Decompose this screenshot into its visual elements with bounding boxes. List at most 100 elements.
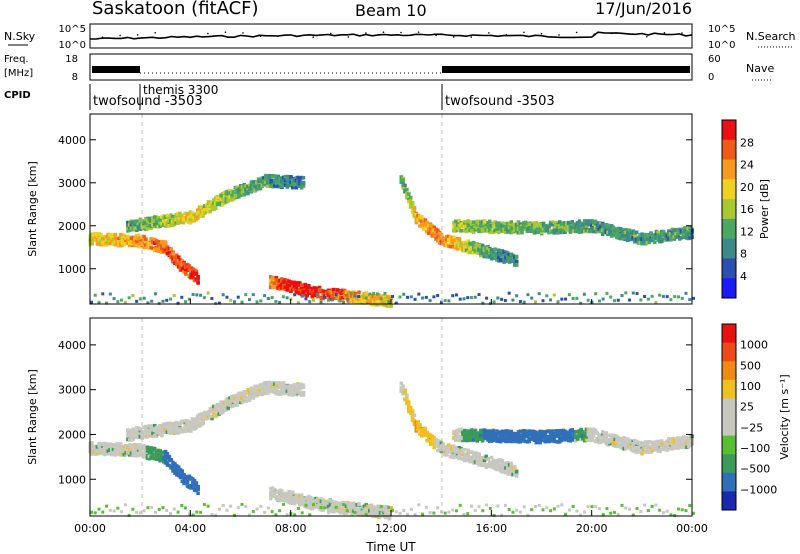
heatmap-cell (461, 248, 465, 253)
heatmap-cell (179, 419, 184, 424)
heatmap-cell (171, 256, 175, 261)
heatmap-cell (167, 219, 171, 223)
heatmap-cell (475, 456, 479, 460)
heatmap-cell (609, 227, 614, 232)
noise-search-dot (154, 31, 157, 34)
heatmap-cell (196, 208, 200, 212)
heatmap-cell (145, 453, 150, 458)
heatmap-cell (296, 390, 300, 395)
heatmap-cell (567, 293, 571, 297)
heatmap-cell (423, 429, 428, 433)
heatmap-cell (120, 451, 125, 456)
heatmap-cell (131, 443, 135, 448)
heatmap-cell (540, 222, 544, 227)
heatmap-cell (255, 180, 259, 185)
heatmap-cell (161, 222, 166, 227)
heatmap-cell (480, 430, 485, 434)
heatmap-cell (443, 446, 447, 451)
heatmap-cell (366, 300, 370, 305)
heatmap-cell (210, 203, 214, 208)
heatmap-cell (353, 299, 358, 303)
heatmap-cell (285, 389, 290, 393)
colorbar-segment (722, 278, 736, 299)
heatmap-cell (210, 206, 214, 211)
heatmap-cell (242, 187, 247, 192)
heatmap-cell (473, 435, 478, 440)
heatmap-cell (212, 410, 216, 415)
heatmap-cell (305, 286, 309, 291)
heatmap-cell (208, 209, 213, 214)
heatmap-cell (278, 185, 282, 189)
heatmap-cell (157, 301, 161, 305)
heatmap-cell (293, 293, 297, 297)
heatmap-cell (197, 213, 202, 218)
heatmap-cell (328, 290, 333, 294)
heatmap-cell (239, 193, 243, 197)
heatmap-cell (133, 446, 137, 451)
heatmap-cell (627, 232, 632, 236)
heatmap-cell (184, 478, 188, 482)
heatmap-cell (276, 381, 281, 385)
heatmap-cell (161, 430, 166, 434)
heatmap-cell (108, 442, 112, 446)
heatmap-cell (436, 444, 440, 448)
heatmap-cell (486, 463, 490, 467)
heatmap-cell (493, 254, 497, 258)
heatmap-cell (454, 453, 458, 457)
noise-search-dot (189, 36, 192, 39)
noise-sky-series (90, 31, 693, 40)
heatmap-cell (461, 448, 465, 452)
heatmap-cell (307, 288, 311, 293)
heatmap-cell (504, 230, 508, 234)
heatmap-cell (600, 228, 605, 232)
heatmap-cell (247, 398, 252, 402)
heatmap-cell (337, 297, 342, 302)
heatmap-cell (513, 431, 517, 436)
heatmap-cell (142, 455, 146, 459)
heatmap-cell (509, 431, 514, 436)
heatmap-cell (185, 474, 190, 479)
heatmap-cell (228, 396, 232, 400)
heatmap-cell (290, 182, 295, 186)
heatmap-cell (349, 292, 353, 296)
heatmap-cell (509, 439, 514, 444)
heatmap-cell (171, 467, 175, 471)
heatmap-cell (221, 293, 225, 297)
heatmap-cell (319, 502, 324, 506)
heatmap-cell (160, 451, 164, 455)
heatmap-cell (144, 453, 148, 458)
noise-search-dot (330, 32, 332, 35)
heatmap-cell (622, 237, 626, 242)
heatmap-cell (189, 483, 193, 488)
heatmap-cell (124, 451, 128, 455)
heatmap-cell (174, 213, 178, 217)
noise-search-dot (242, 32, 244, 34)
heatmap-cell (466, 453, 471, 458)
heatmap-cell (163, 461, 168, 465)
heatmap-cell (95, 238, 100, 242)
heatmap-cell (509, 461, 514, 466)
heatmap-cell (133, 222, 137, 227)
heatmap-cell (153, 219, 157, 223)
heatmap-cell (468, 458, 472, 462)
heatmap-cell (156, 249, 161, 253)
heatmap-cell (427, 436, 431, 441)
heatmap-cell (127, 296, 131, 300)
heatmap-cell (145, 445, 150, 450)
heatmap-cell (500, 434, 505, 439)
heatmap-cell (642, 238, 646, 242)
heatmap-cell (364, 293, 368, 298)
heatmap-cell (606, 224, 610, 229)
heatmap-cell (142, 234, 146, 239)
heatmap-cell (523, 432, 528, 437)
heatmap-cell (516, 437, 521, 442)
heatmap-cell (373, 509, 377, 513)
heatmap-cell (206, 414, 211, 419)
heatmap-cell (305, 497, 309, 501)
heatmap-cell (448, 241, 453, 246)
heatmap-cell (253, 384, 257, 389)
heatmap-cell (445, 234, 449, 239)
heatmap-cell (278, 181, 282, 186)
heatmap-cell (187, 424, 191, 429)
heatmap-cell (142, 446, 146, 451)
